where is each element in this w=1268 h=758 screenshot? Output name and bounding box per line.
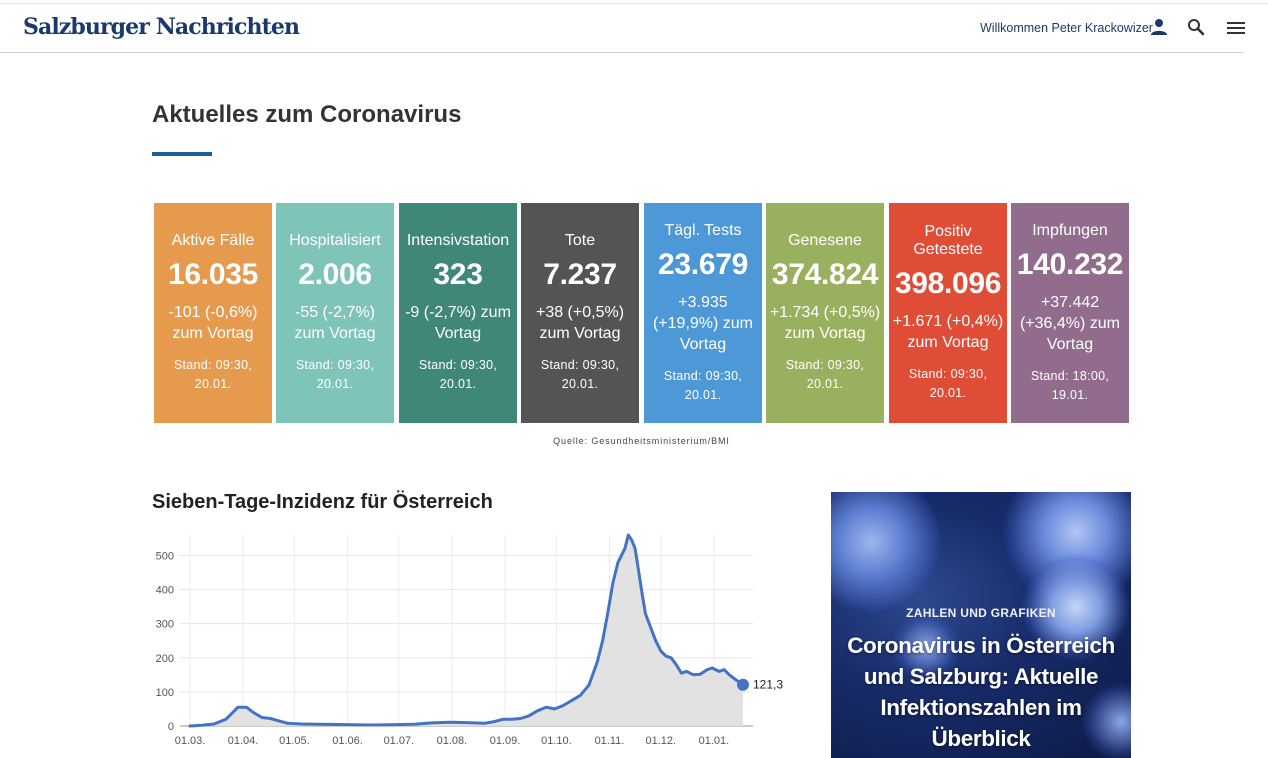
stat-delta: -101 (-0,6%) zum Vortag	[168, 304, 258, 342]
stat-card-impfungen[interactable]: Impfungen 140.232 +37.442 (+36,4%) zum V…	[1011, 203, 1129, 423]
y-tick-label: 400	[156, 585, 174, 597]
stat-stand: Stand: 09:30, 20.01.	[908, 367, 988, 400]
stat-label: Impfungen	[1032, 221, 1108, 239]
x-tick-label: 01.11.	[595, 735, 625, 747]
x-tick-label: 01.01.	[699, 735, 730, 747]
x-tick-label: 01.04.	[228, 735, 259, 747]
teaser-kicker: Zahlen und Grafiken	[906, 606, 1056, 620]
stat-label: Tägl. Tests	[664, 221, 742, 239]
user-icon[interactable]	[1150, 18, 1168, 36]
stat-delta: +3.935 (+19,9%) zum Vortag	[652, 293, 754, 353]
stat-stand: Stand: 09:30, 20.01.	[785, 358, 865, 391]
incidence-line	[188, 533, 745, 728]
teaser-card[interactable]: Zahlen und Grafiken Coronavirus in Öster…	[831, 492, 1131, 758]
stat-card-tote[interactable]: Tote 7.237 +38 (+0,5%) zum Vortag Stand:…	[521, 203, 639, 423]
x-tick-label: 01.03.	[175, 735, 206, 747]
stat-value: 398.096	[894, 267, 1002, 300]
stat-card-genesene[interactable]: Genesene 374.824 +1.734 (+0,5%) zum Vort…	[766, 203, 884, 423]
stat-stand: Stand: 18:00, 19.01.	[1030, 368, 1110, 402]
stat-value: 23.679	[658, 247, 748, 281]
x-tick-label: 01.08.	[437, 735, 468, 747]
stat-value: 374.824	[771, 258, 879, 291]
stat-delta: +1.734 (+0,5%) zum Vortag	[769, 304, 881, 342]
source-note: Quelle: Gesundheitsministerium/BMI	[553, 436, 730, 446]
virus-illustration	[1021, 552, 1131, 662]
incidence-chart-svg: 0 100 200 300 400 500 01.03. 01.04. 01.05. 01.06.…	[156, 533, 783, 747]
stat-value: 16.035	[168, 258, 258, 291]
stat-label: Genesene	[788, 232, 862, 249]
stat-card-positiv-getestete[interactable]: Positiv Getestete 398.096 +1.671 (+0,4%)…	[889, 203, 1007, 423]
menu-icon[interactable]	[1226, 20, 1246, 36]
stat-value: 2.006	[298, 258, 372, 291]
search-icon[interactable]	[1187, 18, 1205, 36]
incidence-area	[190, 535, 743, 726]
stat-stand: Stand: 09:30, 20.01.	[295, 358, 375, 391]
stat-stand: Stand: 09:30, 20.01.	[173, 358, 253, 391]
stat-delta: +37.442 (+36,4%) zum Vortag	[1019, 293, 1121, 353]
stat-delta: -55 (-2,7%) zum Vortag	[294, 304, 376, 342]
stat-card-intensivstation[interactable]: Intensivstation 323 -9 (-2,7%) zum Vorta…	[399, 203, 517, 423]
stat-stand: Stand: 09:30, 20.01.	[418, 358, 498, 391]
welcome-user-link[interactable]: Willkommen Peter Krackowizer	[980, 21, 1153, 35]
stat-value: 7.237	[543, 258, 617, 291]
stat-delta: +38 (+0,5%) zum Vortag	[535, 304, 625, 342]
x-tick-label: 01.12.	[646, 735, 677, 747]
stat-stand: Stand: 09:30, 20.01.	[540, 358, 620, 391]
last-value-marker	[737, 678, 749, 691]
last-value-label: 121,3	[753, 678, 783, 692]
stat-value: 323	[433, 258, 483, 291]
teaser-headline[interactable]: Coronavirus in Österreich und Salzburg: …	[847, 633, 1115, 751]
stat-label: Aktive Fälle	[171, 232, 255, 249]
stat-label: Intensivstation	[406, 232, 510, 249]
virus-illustration	[891, 612, 961, 682]
stat-card-taegl-tests[interactable]: Tägl. Tests 23.679 +3.935 (+19,9%) zum V…	[644, 203, 762, 423]
x-tick-label: 01.10.	[541, 735, 572, 747]
chart-title: Sieben-Tage-Inzidenz für Österreich	[152, 491, 493, 513]
title-underline	[152, 152, 212, 156]
stat-card-aktive-faelle[interactable]: Aktive Fälle 16.035 -101 (-0,6%) zum Vor…	[154, 203, 272, 423]
y-tick-label: 100	[156, 687, 174, 699]
y-tick-label: 0	[168, 721, 174, 733]
x-tick-label: 01.06.	[332, 735, 363, 747]
x-tick-label: 01.07.	[384, 735, 415, 747]
x-tick-label: 01.09.	[490, 735, 521, 747]
y-tick-label: 500	[156, 550, 174, 562]
stat-label: Tote	[564, 232, 596, 249]
stat-delta: -9 (-2,7%) zum Vortag	[405, 304, 511, 342]
virus-illustration	[831, 492, 941, 612]
stat-value: 140.232	[1016, 247, 1124, 281]
x-tick-label: 01.05.	[279, 735, 310, 747]
site-header: Salzburger Nachrichten Willkommen Peter …	[0, 4, 1246, 53]
page-title: Aktuelles zum Coronavirus	[152, 101, 462, 128]
stat-label: Hospitalisiert	[289, 232, 381, 249]
stat-delta: +1.671 (+0,4%) zum Vortag	[892, 313, 1004, 351]
incidence-chart[interactable]: 0 100 200 300 400 500 01.03. 01.04. 01.05. 01.06.…	[140, 525, 800, 758]
y-tick-label: 200	[156, 653, 174, 665]
stat-label: Positiv Getestete	[913, 223, 983, 258]
stat-card-hospitalisiert[interactable]: Hospitalisiert 2.006 -55 (-2,7%) zum Vor…	[276, 203, 394, 423]
site-logo[interactable]: Salzburger Nachrichten	[23, 14, 300, 40]
top-border	[0, 3, 1268, 4]
y-tick-label: 300	[156, 619, 174, 631]
stat-stand: Stand: 09:30, 20.01.	[663, 368, 743, 402]
